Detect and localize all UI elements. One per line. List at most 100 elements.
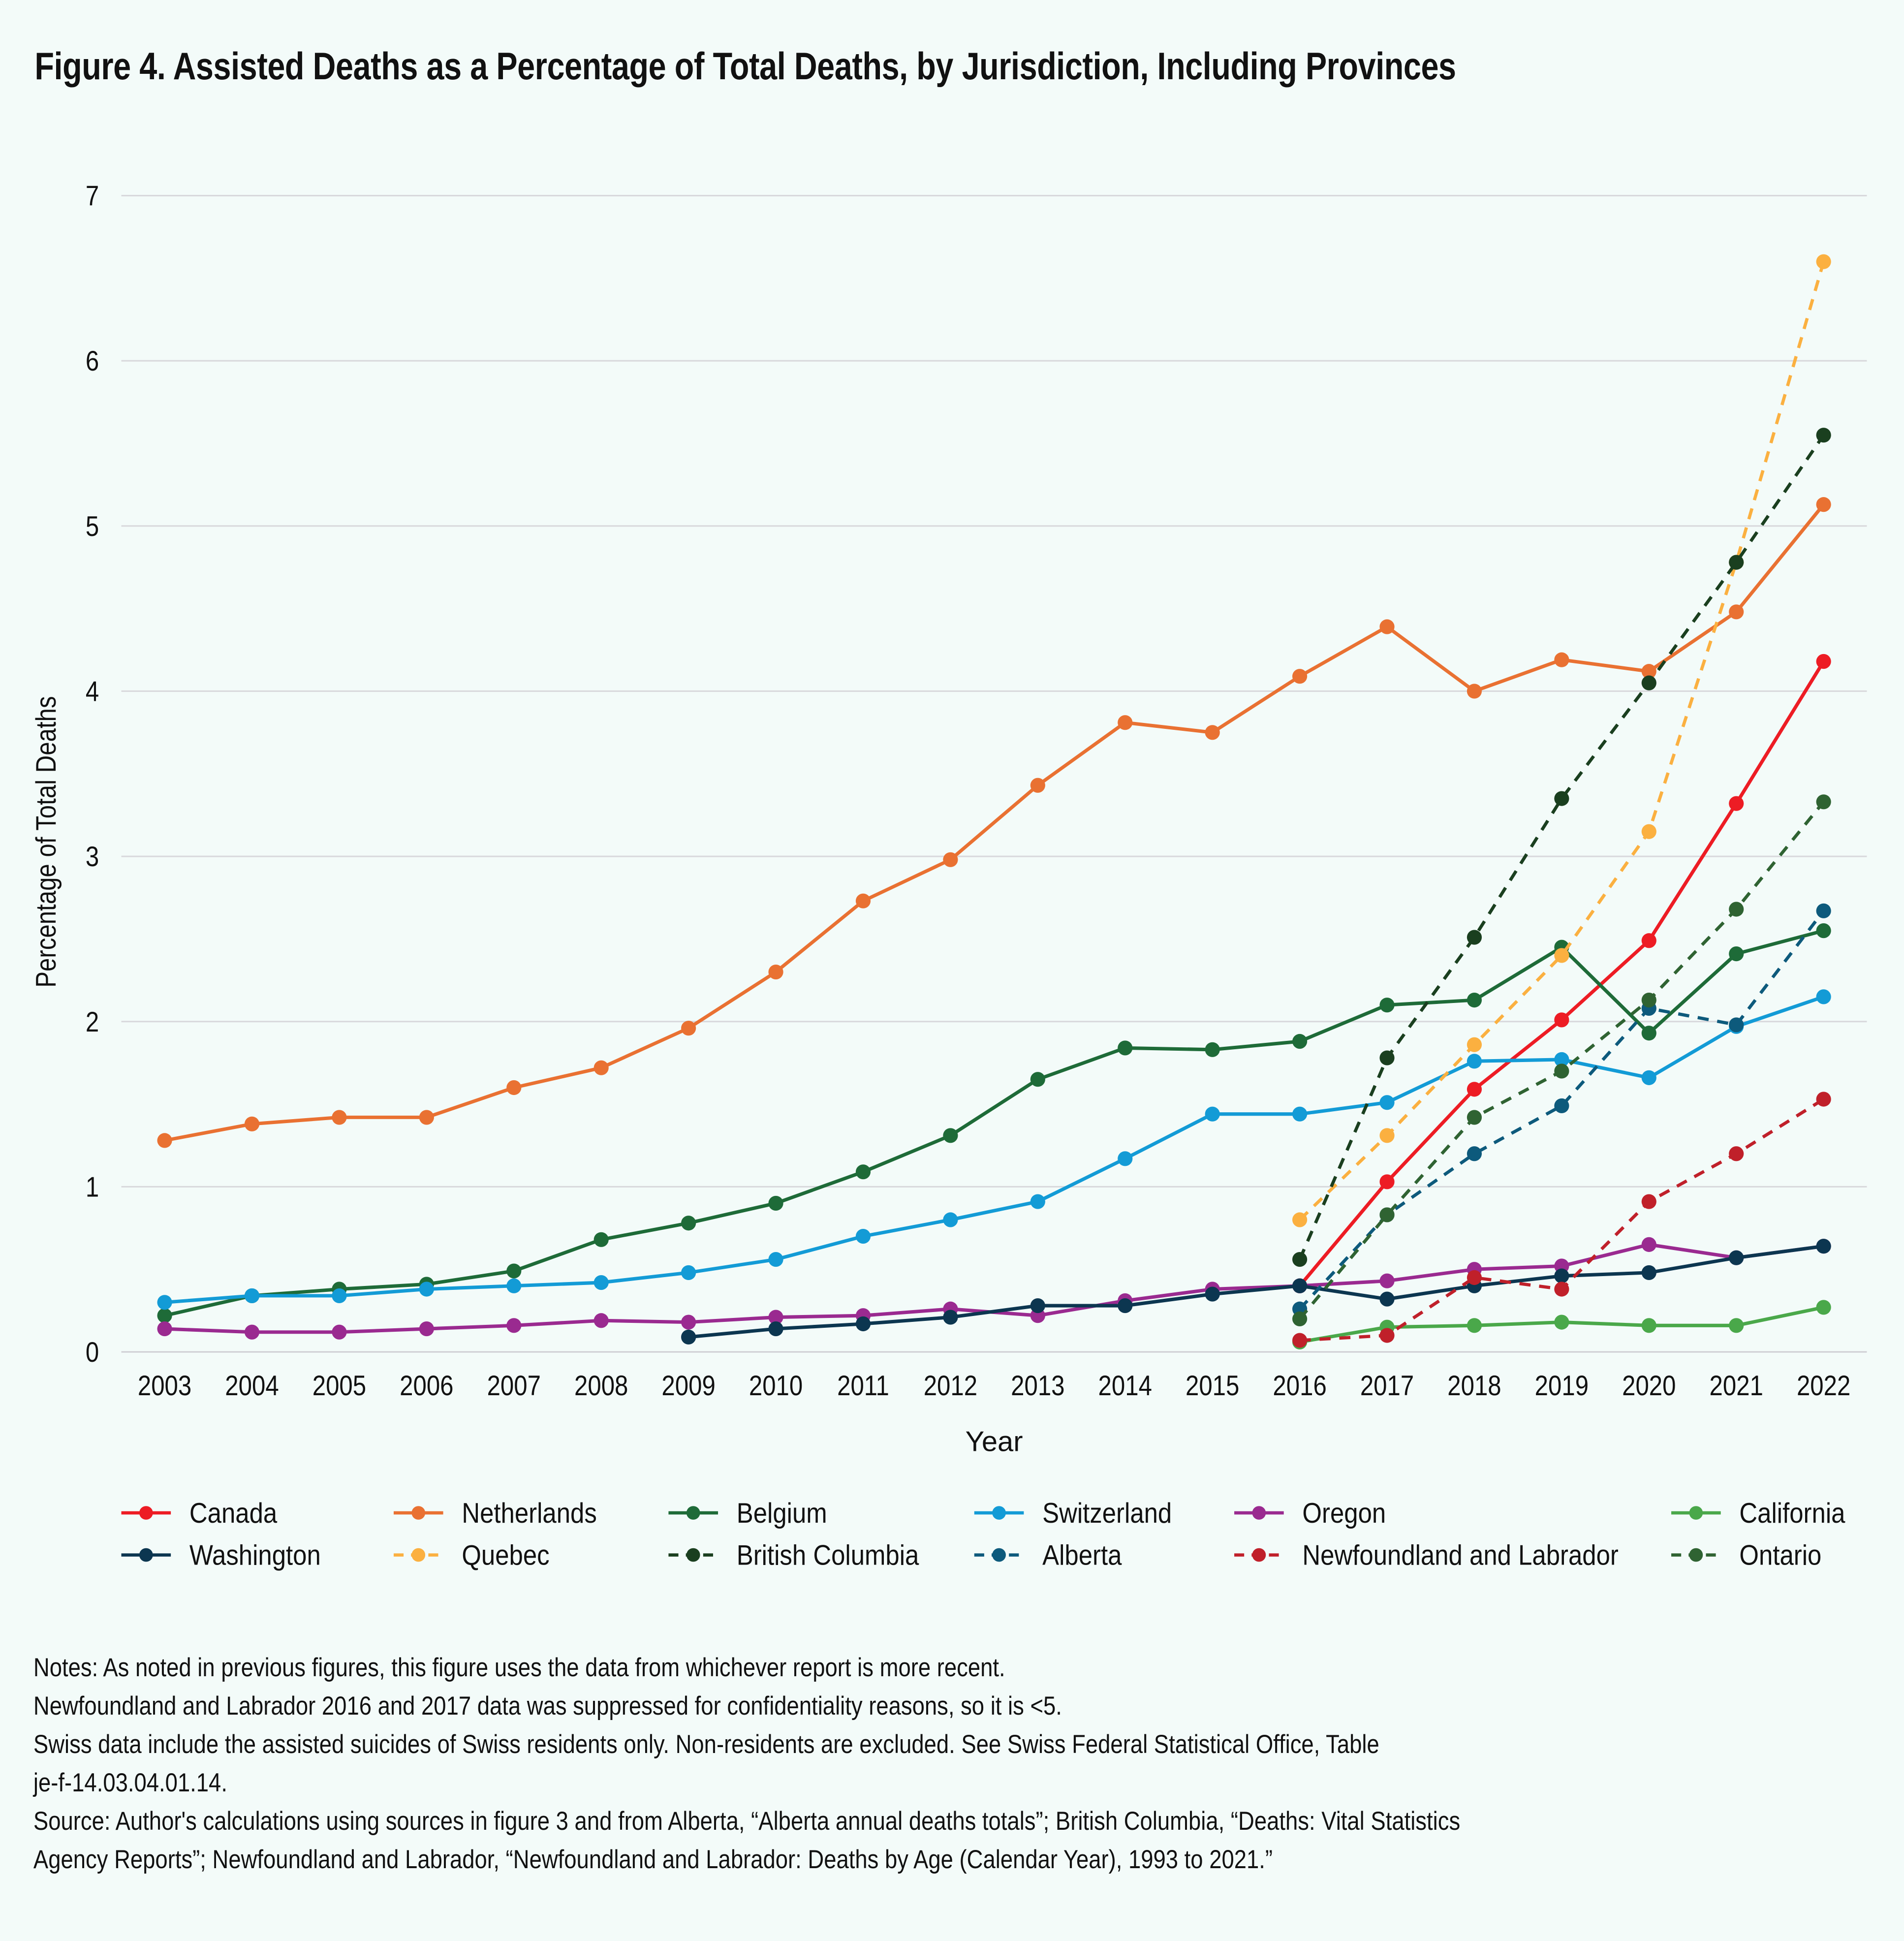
data-point <box>1816 923 1831 939</box>
data-point <box>332 1324 347 1340</box>
data-point <box>157 1321 172 1337</box>
figure-title: Figure 4. Assisted Deaths as a Percentag… <box>34 44 1456 88</box>
data-point <box>681 1216 696 1231</box>
x-tick-label: 2018 <box>1447 1370 1501 1402</box>
data-point <box>943 1128 958 1143</box>
legend-label: Alberta <box>1042 1539 1122 1571</box>
data-point <box>1379 1128 1395 1143</box>
data-point <box>419 1321 434 1337</box>
data-point <box>1205 1042 1220 1057</box>
data-point <box>1554 1052 1569 1067</box>
data-point <box>157 1308 172 1323</box>
x-tick-label: 2015 <box>1186 1370 1239 1402</box>
data-point <box>1205 725 1220 740</box>
data-point <box>1379 1328 1395 1343</box>
data-point <box>244 1116 260 1131</box>
data-point <box>1816 1300 1831 1315</box>
data-point <box>768 1321 783 1337</box>
data-point <box>1118 1298 1133 1314</box>
data-point <box>1379 998 1395 1013</box>
data-point <box>855 893 871 908</box>
legend-label: Quebec <box>462 1539 549 1571</box>
data-point <box>506 1318 522 1333</box>
series-line-canada <box>1298 660 1825 1287</box>
data-point <box>1729 946 1744 962</box>
data-point <box>1554 948 1569 963</box>
legend-marker <box>1689 1506 1703 1520</box>
data-point <box>1030 778 1045 793</box>
data-point <box>1292 1033 1308 1049</box>
data-point <box>1729 1318 1744 1333</box>
data-point <box>1379 1095 1395 1110</box>
legend-label: California <box>1739 1497 1845 1529</box>
data-point <box>768 964 783 980</box>
data-point <box>244 1288 260 1304</box>
data-point <box>1816 989 1831 1004</box>
x-tick-label: 2017 <box>1360 1370 1414 1402</box>
data-point <box>1816 654 1831 669</box>
y-tick-label: 6 <box>86 345 99 377</box>
data-point <box>681 1021 696 1036</box>
y-tick-label: 1 <box>86 1171 99 1203</box>
data-point <box>855 1228 871 1244</box>
data-point <box>1030 1298 1045 1314</box>
legend-marker <box>686 1506 700 1520</box>
data-point <box>1467 1037 1482 1052</box>
data-point <box>1641 664 1656 679</box>
legend-marker <box>992 1548 1006 1562</box>
data-point <box>1729 555 1744 570</box>
data-point <box>768 1310 783 1325</box>
data-point <box>1379 619 1395 634</box>
data-point <box>1030 1194 1045 1209</box>
x-tick-label: 2011 <box>837 1370 889 1402</box>
data-point <box>1379 1174 1395 1190</box>
series-line-oregon <box>164 1243 1824 1334</box>
x-tick-label: 2004 <box>225 1370 279 1402</box>
data-point <box>1554 1012 1569 1028</box>
data-point <box>157 1295 172 1310</box>
data-point <box>332 1110 347 1125</box>
data-point <box>1292 1278 1308 1293</box>
x-tick-label: 2014 <box>1098 1370 1152 1402</box>
data-point <box>1467 930 1482 945</box>
data-point <box>593 1060 609 1075</box>
data-point <box>1729 1250 1744 1265</box>
legend-marker <box>411 1506 426 1520</box>
data-point <box>1379 1207 1395 1222</box>
data-point <box>768 1252 783 1267</box>
data-point <box>1205 1106 1220 1122</box>
data-point <box>1729 796 1744 811</box>
x-tick-label: 2012 <box>924 1370 977 1402</box>
x-tick-label: 2007 <box>487 1370 541 1402</box>
data-point <box>1292 669 1308 684</box>
data-point <box>1467 1054 1482 1069</box>
data-point <box>1292 1106 1308 1122</box>
data-point <box>1816 254 1831 269</box>
data-point <box>1379 1273 1395 1288</box>
data-point <box>1641 1070 1656 1085</box>
note-line: Source: Author's calculations using sour… <box>33 1807 1461 1836</box>
legend-marker <box>686 1548 700 1562</box>
note-line: Agency Reports”; Newfoundland and Labrad… <box>33 1846 1273 1875</box>
legend-marker <box>139 1548 153 1562</box>
legend-label: Netherlands <box>462 1497 596 1529</box>
data-point <box>419 1110 434 1125</box>
legend-marker <box>139 1506 153 1520</box>
data-point <box>1467 1146 1482 1161</box>
x-tick-label: 2006 <box>400 1370 453 1402</box>
note-line: Newfoundland and Labrador 2016 and 2017 … <box>33 1692 1062 1721</box>
data-point <box>1467 993 1482 1008</box>
data-point <box>768 1195 783 1211</box>
data-point <box>506 1080 522 1096</box>
data-point <box>1729 1146 1744 1161</box>
legend-marker <box>1252 1548 1266 1562</box>
x-tick-label: 2022 <box>1797 1370 1850 1402</box>
data-point <box>593 1232 609 1247</box>
data-point <box>419 1282 434 1297</box>
data-point <box>1467 1318 1482 1333</box>
data-point <box>1467 1082 1482 1097</box>
legend-marker <box>1252 1506 1266 1520</box>
data-point <box>1729 604 1744 620</box>
series-line-switzerland <box>164 995 1824 1304</box>
y-tick-label: 5 <box>86 510 99 542</box>
